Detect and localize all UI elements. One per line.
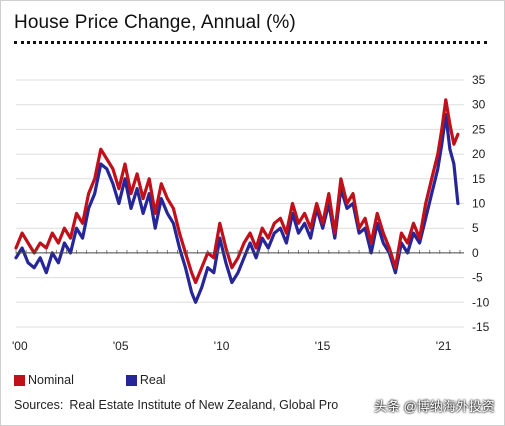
x-tick-label: '10 [214, 339, 230, 353]
y-tick-label: -5 [472, 271, 483, 285]
y-tick-label: 5 [472, 221, 479, 235]
legend-swatch-real [125, 374, 137, 386]
legend-swatch-nominal [14, 374, 25, 386]
series-line-nominal [14, 98, 460, 285]
axes: 35 30 25 20 15 10 5 0 -5 -10 -15 '00 '05 '10 '15 '21 [12, 73, 490, 353]
y-tick-label: 10 [472, 197, 486, 211]
legend: Nominal Real [14, 373, 166, 387]
title-divider [14, 41, 487, 44]
y-tick-label: 15 [472, 172, 486, 186]
legend-item-real: Real [125, 373, 166, 387]
legend-label-real: Real [139, 373, 166, 387]
source-text: Real Estate Institute of New Zealand, Gl… [69, 398, 339, 412]
source-label: Sources: [14, 398, 64, 412]
y-tick-label: 35 [472, 73, 486, 87]
watermark: 头条 @博纳海外投资 [374, 399, 495, 414]
y-tick-label: 30 [472, 98, 486, 112]
x-tick-label: '00 [12, 339, 28, 353]
source-note: Sources: Real Estate Institute of New Zea… [14, 398, 338, 412]
x-tick-label: '15 [315, 339, 331, 353]
y-tick-label: 0 [472, 246, 479, 260]
series-line-real [14, 112, 460, 304]
series-lines [14, 98, 460, 304]
y-tick-label: 25 [472, 122, 486, 136]
legend-item-nominal: Nominal [14, 373, 74, 387]
y-tick-label: 20 [472, 147, 486, 161]
gridlines [16, 79, 464, 328]
x-tick-label: '05 [113, 339, 129, 353]
chart-title: House Price Change, Annual (%) [14, 12, 296, 33]
x-tick-label: '21 [436, 339, 452, 353]
legend-label-nominal: Nominal [28, 373, 74, 387]
y-tick-label: -10 [472, 295, 490, 309]
y-tick-label: -15 [472, 320, 490, 334]
